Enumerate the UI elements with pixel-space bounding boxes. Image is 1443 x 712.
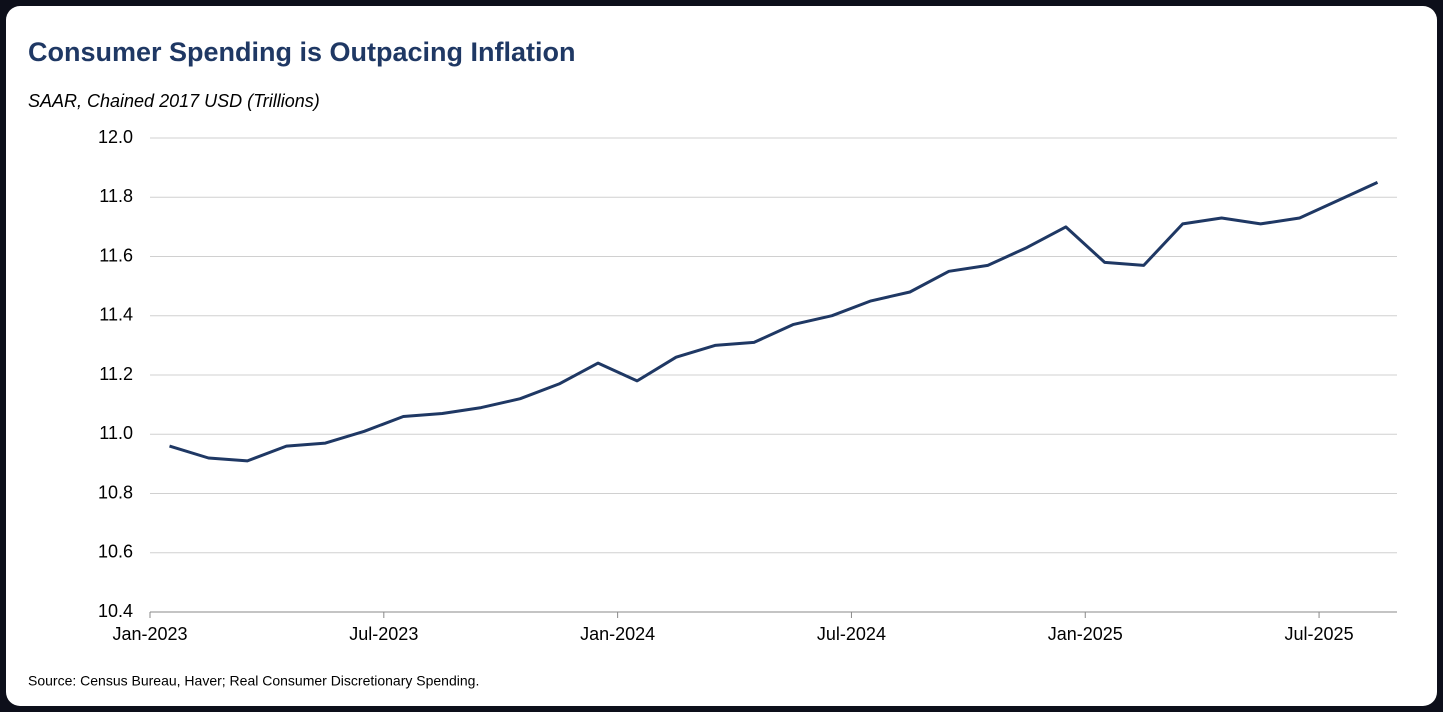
source-note: Source: Census Bureau, Haver; Real Consu… [28,673,479,689]
y-tick-label: 10.8 [98,482,133,502]
panel [6,6,1437,706]
y-tick-label: 11.8 [99,186,133,206]
x-tick-label: Jan-2025 [1048,624,1123,644]
x-tick-label: Jul-2025 [1285,624,1354,644]
y-tick-label: 11.4 [99,305,133,325]
series-line [169,181,1379,463]
y-tick-label: 12.0 [98,127,133,147]
chart-title: Consumer Spending is Outpacing Inflation [28,37,576,67]
x-tick-label: Jul-2023 [349,624,418,644]
x-tick-label: Jan-2023 [112,624,187,644]
y-tick-label: 11.0 [99,423,133,443]
chart-subtitle: SAAR, Chained 2017 USD (Trillions) [28,91,320,111]
y-tick-label: 11.2 [99,364,133,384]
y-tick-label: 10.4 [98,601,133,621]
x-tick-label: Jul-2024 [817,624,886,644]
x-tick-label: Jan-2024 [580,624,655,644]
y-tick-label: 10.6 [98,542,133,562]
y-tick-label: 11.6 [99,245,133,265]
